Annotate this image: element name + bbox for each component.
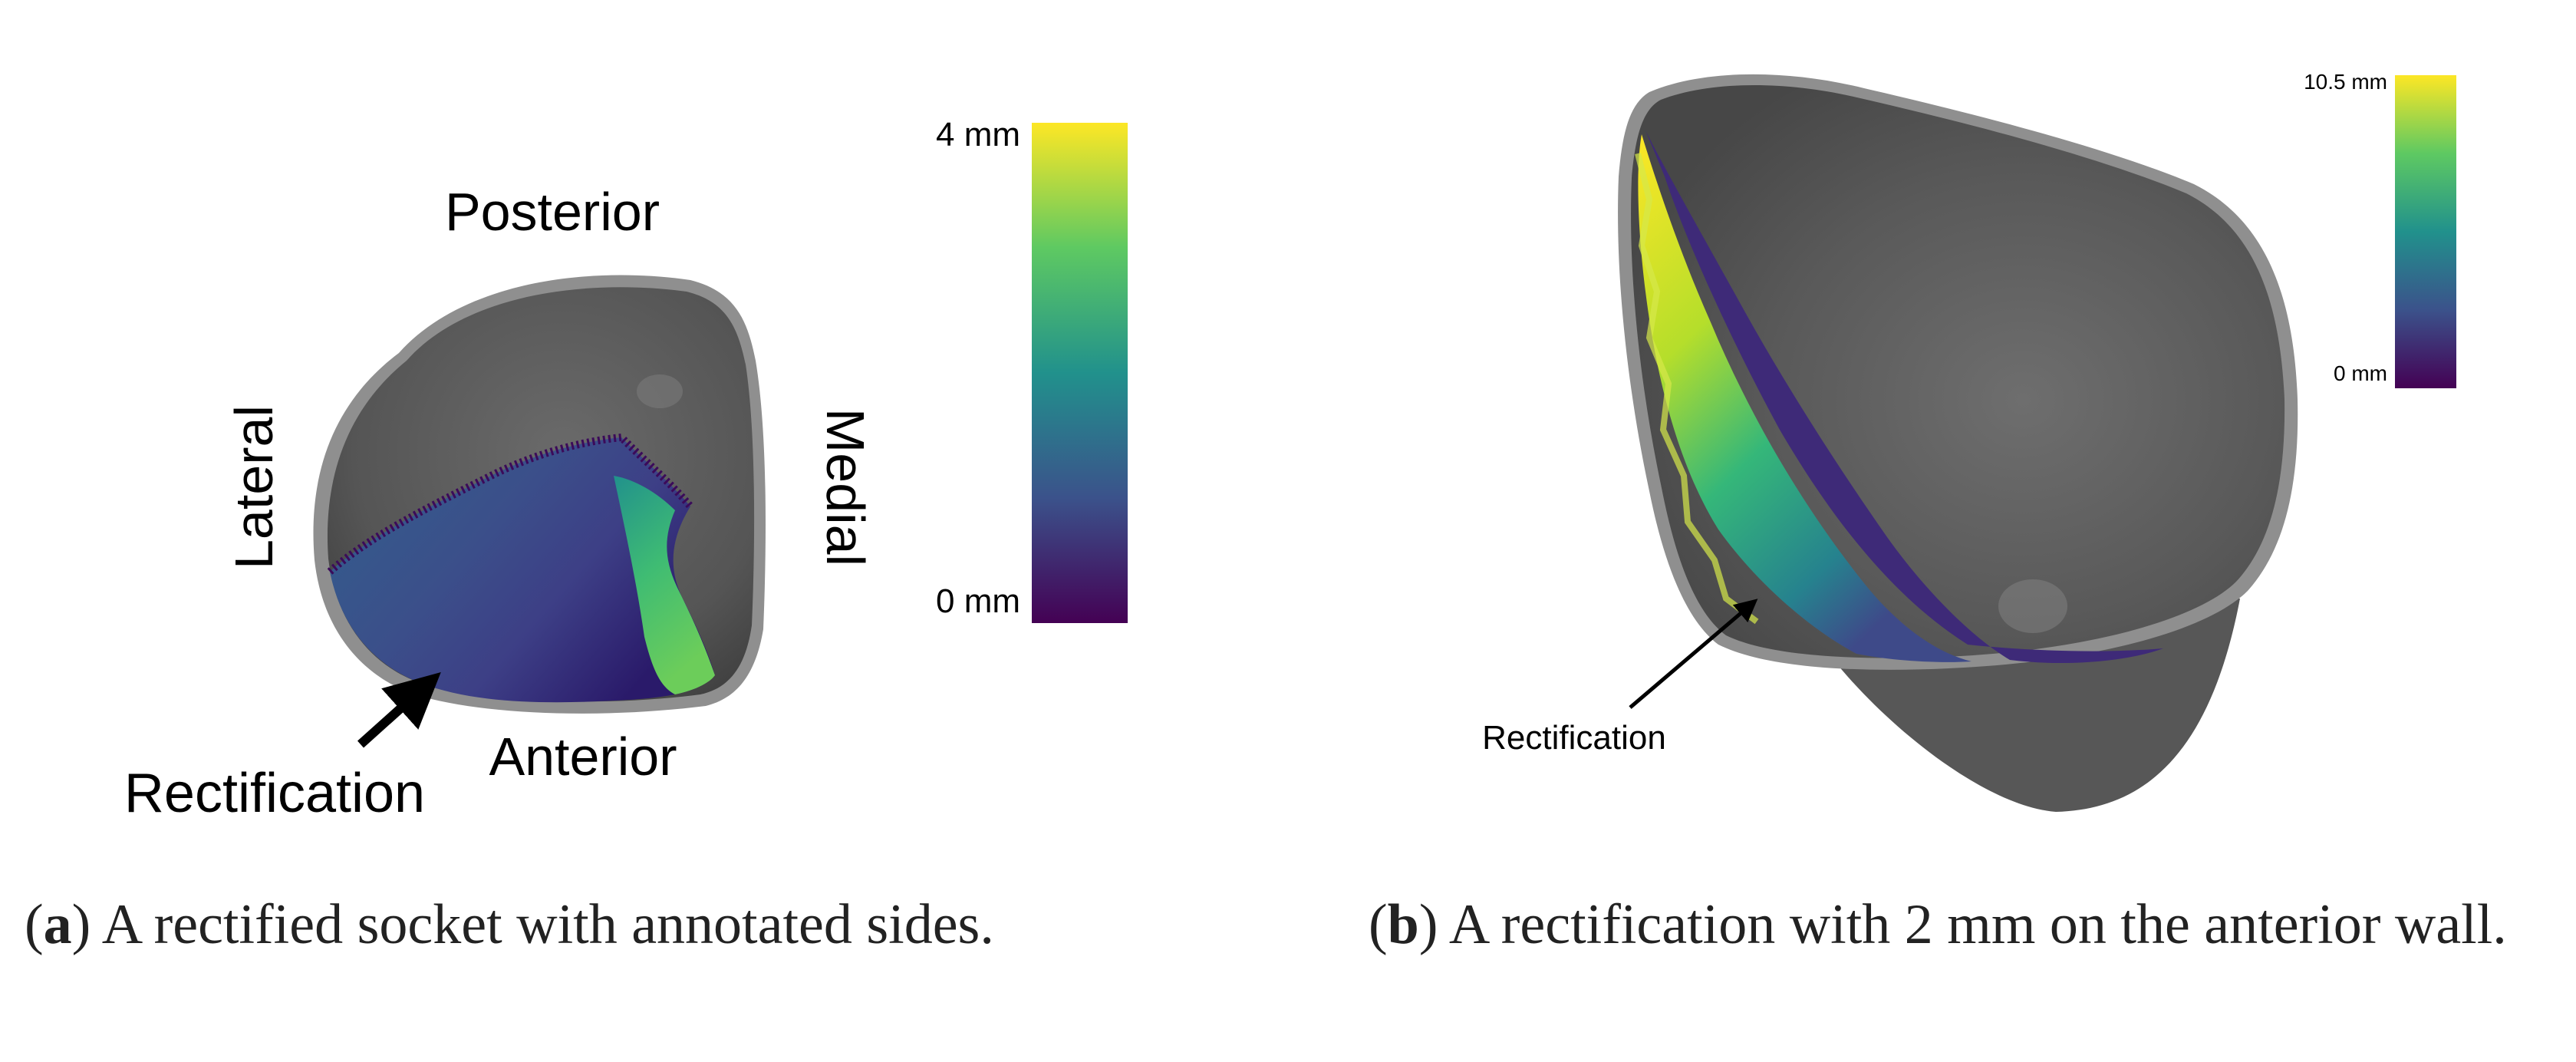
- colorbar-a-gradient: [1032, 123, 1128, 623]
- caption-b-text: A rectification with 2 mm on the anterio…: [1438, 893, 2507, 956]
- colorbar-a: 4 mm 0 mm: [936, 116, 1128, 623]
- socket-b: [1618, 74, 2298, 812]
- label-posterior: Posterior: [445, 182, 660, 242]
- socket-b-spikes: [1635, 153, 1759, 625]
- socket-a-rectified-patch: [330, 437, 715, 703]
- socket-a: [313, 275, 766, 714]
- arrow-rectification-a: [357, 671, 441, 748]
- label-medial: Medial: [815, 408, 875, 566]
- label-rectification-b: Rectification: [1482, 719, 1666, 757]
- socket-a-patch-edge: [327, 433, 693, 575]
- caption-a-letter: a: [43, 893, 72, 956]
- colorbar-b-min-label: 0 mm: [2334, 361, 2387, 385]
- label-lateral: Lateral: [224, 405, 284, 569]
- socket-a-highlight: [637, 374, 683, 408]
- socket-b-rectified-color: [1638, 134, 1972, 662]
- caption-a-text: A rectified socket with annotated sides.: [91, 893, 994, 956]
- colorbar-b-gradient: [2395, 75, 2456, 388]
- colorbar-b-max-label: 10.5 mm: [2304, 70, 2387, 94]
- caption-b: (b) A rectification with 2 mm on the ant…: [1369, 893, 2507, 956]
- socket-a-rectified-green: [614, 476, 715, 694]
- panel-a: Posterior Lateral Medial Anterior Rectif…: [124, 116, 1128, 824]
- socket-b-highlight: [1998, 579, 2067, 633]
- colorbar-a-min-label: 0 mm: [936, 582, 1020, 620]
- label-anterior: Anterior: [489, 727, 677, 787]
- arrow-rectification-b: [1629, 599, 1758, 709]
- caption-b-letter: b: [1387, 893, 1419, 956]
- colorbar-a-max-label: 4 mm: [936, 116, 1020, 153]
- colorbar-b: 10.5 mm 0 mm: [2304, 70, 2456, 388]
- label-rectification-a: Rectification: [124, 763, 425, 824]
- caption-a: (a) A rectified socket with annotated si…: [25, 893, 994, 956]
- panel-b: Rectification 10.5 mm 0 mm: [1482, 70, 2456, 812]
